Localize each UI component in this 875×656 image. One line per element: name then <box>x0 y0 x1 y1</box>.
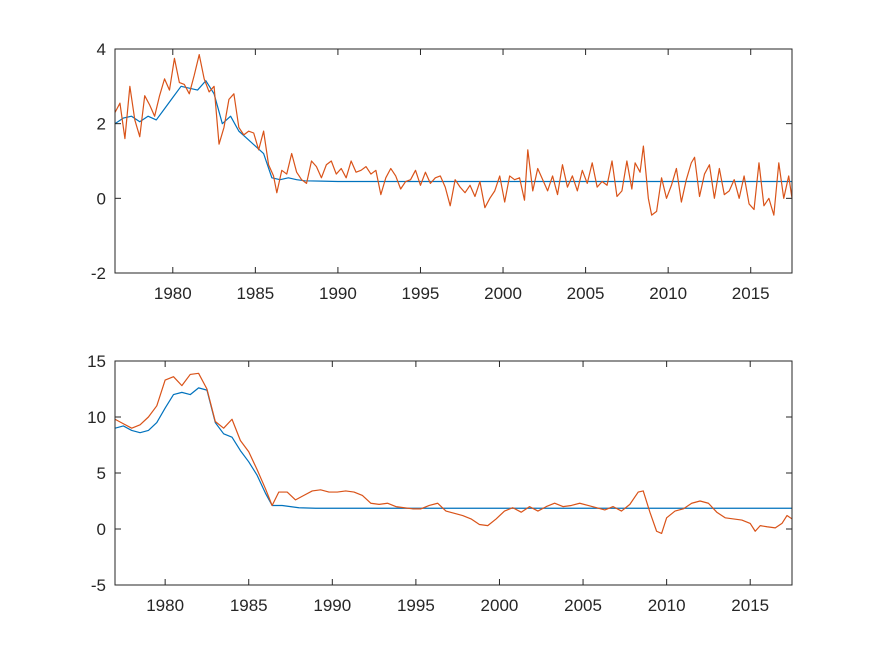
bottom-y-tick-label: 15 <box>87 352 106 371</box>
bottom-plot-area <box>115 372 792 535</box>
bottom-x-tick-label: 2000 <box>481 596 519 615</box>
bottom-x-tick-label: 1985 <box>230 596 268 615</box>
top-chart: 1980 1985 1990 1995 2000 2005 2010 2015 -2 0 2 4 <box>91 40 793 303</box>
top-x-tick-label: 1980 <box>154 284 192 303</box>
bottom-y-tick-label: 10 <box>87 408 106 427</box>
bottom-series-2-line <box>115 372 792 535</box>
top-series-2-line <box>115 54 792 216</box>
top-plot-area <box>115 54 792 216</box>
bottom-x-tick-label: 2015 <box>731 596 769 615</box>
top-x-tick-label: 2000 <box>484 284 522 303</box>
top-y-tick-label: 4 <box>97 40 106 59</box>
bottom-y-tick-label: 0 <box>97 520 106 539</box>
bottom-x-tick-label: 2005 <box>564 596 602 615</box>
bottom-x-tick-label: 1995 <box>397 596 435 615</box>
top-y-tick-label: -2 <box>91 264 106 283</box>
top-x-tick-label: 1995 <box>402 284 440 303</box>
top-x-tick-label: 2010 <box>649 284 687 303</box>
top-y-tick-label: 0 <box>97 189 106 208</box>
bottom-y-tick-label: -5 <box>91 576 106 595</box>
bottom-series-1-line <box>115 387 792 509</box>
top-series-1-line <box>115 80 792 183</box>
bottom-x-tick-label: 1980 <box>146 596 184 615</box>
top-axes-box <box>114 48 793 274</box>
bottom-chart: 1980 1985 1990 1995 2000 2005 2010 2015 -5 0 5 10 15 <box>87 352 793 615</box>
top-y-tick-label: 2 <box>97 115 106 134</box>
bottom-y-tick-label: 5 <box>97 464 106 483</box>
bottom-x-tick-label: 2010 <box>648 596 686 615</box>
top-x-tick-label: 2005 <box>567 284 605 303</box>
top-x-tick-label: 1990 <box>319 284 357 303</box>
top-x-tick-label: 1985 <box>236 284 274 303</box>
bottom-x-tick-label: 1990 <box>313 596 351 615</box>
top-x-tick-label: 2015 <box>732 284 770 303</box>
